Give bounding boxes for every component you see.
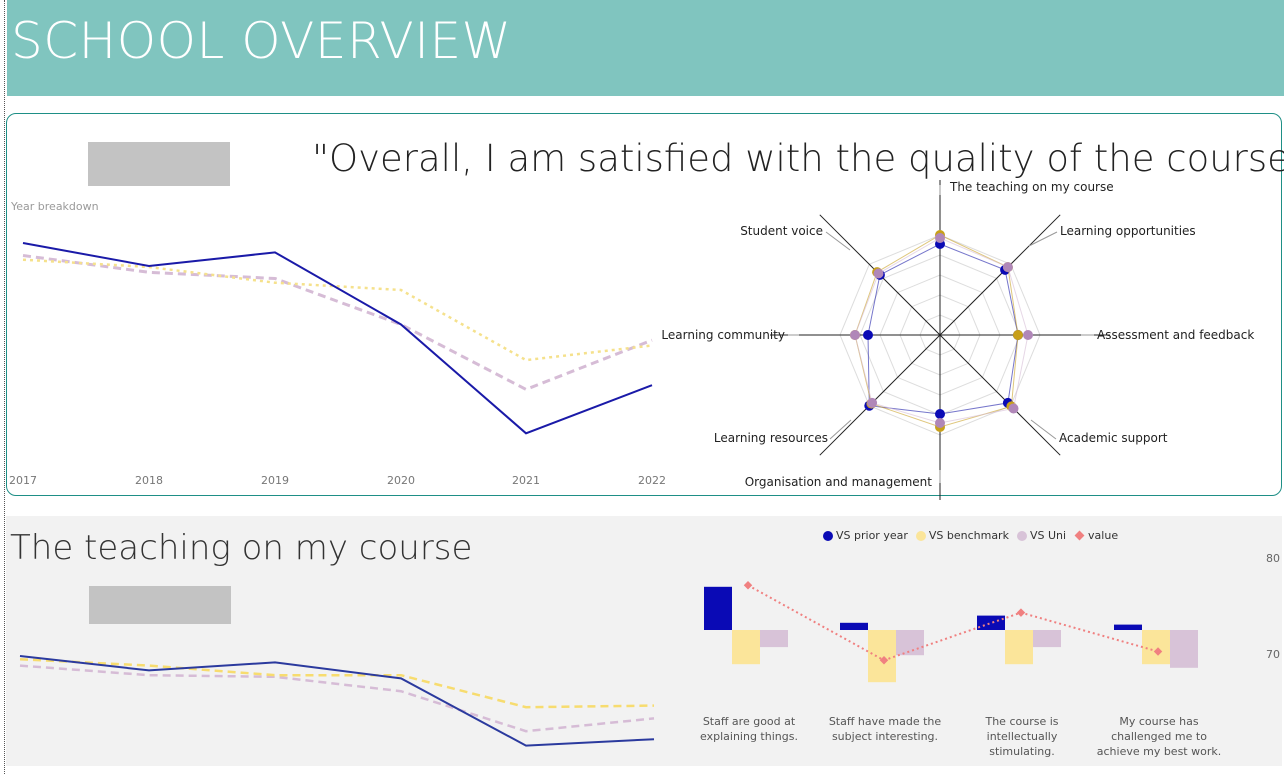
- legend-label: VS Uni: [1029, 529, 1067, 542]
- x-tick-label: 2020: [387, 474, 415, 487]
- bar-uni[interactable]: [1170, 630, 1198, 668]
- radar-point[interactable]: [1008, 403, 1019, 414]
- radar-category-label: Learning opportunities: [1060, 224, 1196, 238]
- overall-satisfaction-quote: "Overall, I am satisfied with the qualit…: [312, 137, 1284, 180]
- teaching-line-chart: [19, 655, 655, 747]
- page-title: SCHOOL OVERVIEW: [11, 12, 512, 70]
- bar-benchmark[interactable]: [732, 630, 760, 665]
- line-series-prior-year: [22, 242, 653, 435]
- legend-label: VS prior year: [836, 529, 908, 542]
- x-tick-label: 2018: [135, 474, 163, 487]
- legend-swatch: [1016, 530, 1027, 541]
- radar-series-outline: [867, 243, 1019, 415]
- radar-point[interactable]: [873, 268, 884, 279]
- line-series-benchmark: [22, 258, 653, 362]
- radar-axis: [939, 214, 1061, 336]
- radar-category-label: Organisation and management: [745, 475, 933, 489]
- value-line: [747, 584, 1159, 662]
- axis-tick-80: 80: [1266, 552, 1280, 565]
- value-marker[interactable]: [743, 581, 753, 590]
- radar-category-label: The teaching on my course: [949, 180, 1114, 194]
- radar-point[interactable]: [850, 330, 860, 340]
- bar-label-interesting: Staff have made the subject interesting.: [828, 715, 942, 743]
- radar-point[interactable]: [935, 233, 945, 243]
- bar-uni[interactable]: [1033, 630, 1061, 648]
- teaching-bar-chart: [704, 581, 1198, 683]
- radar-label-leader: [1030, 419, 1057, 440]
- header-banner: SCHOOL OVERVIEW: [7, 0, 1284, 96]
- legend-label: VS benchmark: [928, 529, 1009, 542]
- legend-label: value: [1088, 529, 1119, 542]
- bar-label-explaining: Staff are good at explaining things.: [700, 715, 798, 743]
- radar-axis: [819, 334, 941, 456]
- radar-label-leader: [1028, 231, 1058, 247]
- bar-prior-year[interactable]: [704, 586, 732, 630]
- teaching-section-title: The teaching on my course: [10, 528, 473, 568]
- radar-point[interactable]: [935, 418, 945, 428]
- legend-swatch: [915, 530, 926, 541]
- line-series-uni: [22, 254, 653, 392]
- bar-label-challenged: My course has challenged me to achieve m…: [1096, 715, 1222, 758]
- radar-point[interactable]: [1013, 330, 1023, 340]
- x-tick-label: 2019: [261, 474, 289, 487]
- radar-category-label: Learning resources: [714, 431, 828, 445]
- teaching-legend: VS prior year VS benchmark VS Uni value: [823, 529, 1118, 542]
- value-marker[interactable]: [1153, 647, 1163, 656]
- x-tick-label: 2017: [9, 474, 37, 487]
- radar-axis: [939, 334, 1061, 456]
- x-tick-label: 2021: [512, 474, 540, 487]
- radar-category-label: Assessment and feedback: [1097, 328, 1254, 342]
- bar-uni[interactable]: [896, 630, 924, 656]
- radar-category-label: Student voice: [740, 224, 823, 238]
- radar-point[interactable]: [867, 397, 878, 408]
- teaching-line-series-prior-year: [19, 655, 655, 747]
- bar-prior-year[interactable]: [1114, 624, 1142, 630]
- radar-point[interactable]: [1002, 262, 1013, 273]
- radar-label-leader: [825, 231, 851, 251]
- legend-item-value[interactable]: value: [1074, 529, 1118, 542]
- legend-item-benchmark[interactable]: VS benchmark: [915, 529, 1009, 542]
- bar-label-stimulating: The course is intellectually stimulating…: [985, 715, 1059, 758]
- radar-series-outline: [854, 237, 1029, 424]
- legend-item-uni[interactable]: VS Uni: [1016, 529, 1067, 542]
- value-marker[interactable]: [1016, 608, 1026, 617]
- teaching-card: [6, 516, 1282, 766]
- redacted-score: [88, 142, 230, 186]
- radar-label-leader: [829, 419, 852, 440]
- legend-swatch: [1074, 530, 1085, 541]
- legend-item-prior-year[interactable]: VS prior year: [823, 529, 908, 542]
- teaching-line-series-benchmark: [19, 657, 655, 709]
- bar-benchmark[interactable]: [868, 630, 896, 683]
- year-breakdown-label: Year breakdown: [11, 200, 99, 213]
- radar-category-label: Academic support: [1059, 431, 1168, 445]
- legend-swatch: [823, 530, 833, 541]
- category-radar-chart: The teaching on my course Learning opport…: [661, 180, 1254, 500]
- page-left-border: [4, 0, 5, 774]
- bar-prior-year[interactable]: [977, 615, 1005, 630]
- x-tick-label: 2022: [638, 474, 666, 487]
- radar-point[interactable]: [863, 330, 873, 340]
- radar-point[interactable]: [935, 409, 945, 419]
- year-breakdown-line-chart: 2017 2018 2019 2020 2021 2022: [9, 242, 666, 487]
- redacted-teaching-score: [89, 586, 231, 624]
- bar-uni[interactable]: [760, 630, 788, 648]
- bar-benchmark[interactable]: [1142, 630, 1170, 665]
- radar-category-label: Learning community: [661, 328, 785, 342]
- bar-prior-year[interactable]: [840, 622, 868, 630]
- teaching-line-series-uni: [19, 664, 655, 733]
- radar-point[interactable]: [1023, 330, 1033, 340]
- axis-tick-70: 70: [1266, 648, 1280, 661]
- bar-benchmark[interactable]: [1005, 630, 1033, 665]
